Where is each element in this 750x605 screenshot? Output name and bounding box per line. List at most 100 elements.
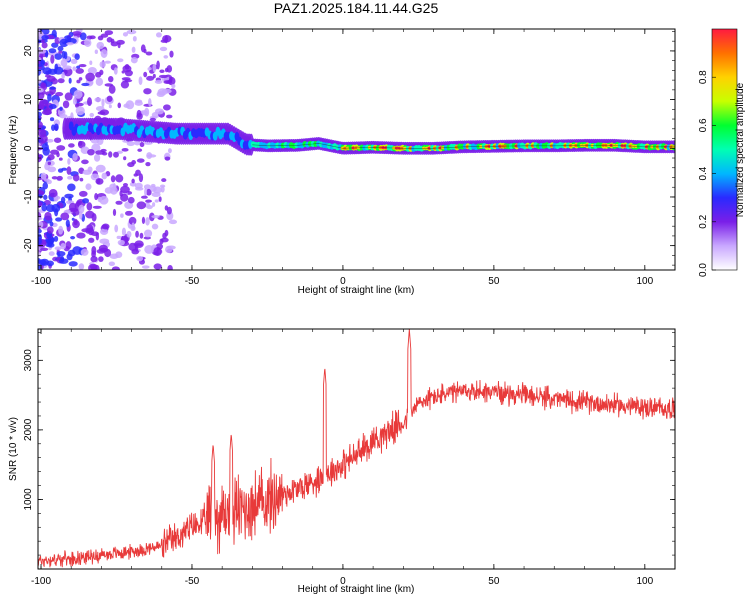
noise-blob xyxy=(38,221,44,228)
noise-blob xyxy=(89,35,96,40)
colorbar-frame xyxy=(711,28,738,271)
colorbar-tick-label: 0.6 xyxy=(698,118,709,132)
noise-blob xyxy=(159,238,164,245)
noise-blob xyxy=(122,32,129,37)
snr-frame xyxy=(37,328,676,570)
noise-blob xyxy=(53,235,59,242)
noise-blob xyxy=(154,199,159,203)
noise-blob xyxy=(161,178,167,183)
noise-blob xyxy=(137,148,143,152)
noise-blob xyxy=(46,260,54,267)
noise-blob xyxy=(154,108,164,115)
noise-blob xyxy=(115,251,123,258)
noise-blob xyxy=(163,80,173,85)
ridge-centre-line xyxy=(252,143,675,149)
spectrogram-y-tick-label: -10 xyxy=(23,189,34,204)
colorbar-label: Normalized spectral amplitude xyxy=(735,82,746,217)
noise-blob xyxy=(76,232,86,239)
noise-blob xyxy=(117,58,124,63)
noise-blob xyxy=(87,166,93,173)
noise-blob xyxy=(46,226,54,234)
noise-blob xyxy=(131,222,135,230)
snr-series-line xyxy=(38,329,675,568)
noise-blob xyxy=(124,79,133,83)
noise-blob xyxy=(138,173,144,183)
noise-blob xyxy=(70,58,78,64)
noise-blob xyxy=(124,64,130,70)
noise-blob xyxy=(61,50,66,59)
figure-title: PAZ1.2025.184.11.44.G25 xyxy=(274,0,439,16)
spectrogram-frame xyxy=(37,28,676,271)
noise-blob xyxy=(72,174,80,182)
noise-blob xyxy=(88,81,94,85)
snr-panel: -100 -50 0 50 100 1000 2000 3000 Height of str… xyxy=(8,328,676,595)
spectrogram-x-tick-label: -50 xyxy=(185,276,200,287)
noise-blob xyxy=(85,72,95,82)
noise-blob xyxy=(120,185,130,194)
noise-blob xyxy=(40,172,47,180)
noise-blob xyxy=(120,193,129,202)
noise-blob xyxy=(171,83,176,88)
noise-blob xyxy=(108,84,116,94)
noise-blob xyxy=(38,228,42,234)
noise-blob xyxy=(86,202,93,211)
noise-blob xyxy=(97,111,106,115)
noise-blob xyxy=(59,38,69,48)
noise-blob xyxy=(38,217,43,221)
noise-blob xyxy=(146,75,155,81)
noise-blob xyxy=(149,117,157,122)
noise-blob xyxy=(47,161,52,166)
noise-blob xyxy=(84,38,92,48)
noise-blob xyxy=(126,230,132,238)
noise-blob xyxy=(89,112,95,118)
noise-blob xyxy=(38,142,41,147)
noise-blob xyxy=(51,203,61,213)
noise-blob xyxy=(163,104,171,111)
noise-blob xyxy=(61,71,65,80)
noise-blob xyxy=(121,147,129,152)
noise-blob xyxy=(56,145,66,151)
noise-blob xyxy=(67,158,71,165)
noise-blob xyxy=(99,228,109,235)
noise-blob xyxy=(38,134,48,144)
colorbar-tick-label: 0.8 xyxy=(698,70,709,84)
snr-y-tick-label: 3000 xyxy=(23,349,34,372)
noise-blob xyxy=(75,68,84,74)
noise-blob xyxy=(104,30,114,36)
noise-blob xyxy=(38,259,47,266)
noise-blob xyxy=(144,229,153,238)
noise-blob xyxy=(117,102,122,109)
noise-blob xyxy=(126,141,135,147)
noise-blob xyxy=(116,39,125,45)
noise-blob xyxy=(128,216,137,225)
noise-blob xyxy=(81,82,90,87)
noise-blob xyxy=(145,51,153,56)
snr-y-tick-label: 2000 xyxy=(23,418,34,441)
noise-blob xyxy=(47,242,55,248)
noise-blob xyxy=(38,251,41,257)
noise-blob xyxy=(94,264,100,270)
noise-blob xyxy=(113,151,119,158)
noise-blob xyxy=(132,35,137,42)
noise-blob xyxy=(128,242,138,252)
noise-blob xyxy=(46,75,56,82)
noise-blob xyxy=(55,91,64,97)
noise-blob xyxy=(153,247,162,256)
noise-blob xyxy=(133,173,138,177)
noise-blob xyxy=(95,164,106,173)
noise-blob xyxy=(64,92,73,101)
colorbar-gradient xyxy=(712,29,737,270)
noise-blob xyxy=(58,258,69,264)
noise-blob xyxy=(88,237,95,243)
noise-blob xyxy=(72,66,77,71)
noise-blob xyxy=(123,156,127,161)
noise-blob xyxy=(160,39,168,43)
noise-blob xyxy=(40,82,47,89)
noise-blob xyxy=(53,137,62,143)
noise-blob xyxy=(95,77,104,86)
noise-blob xyxy=(134,100,143,106)
noise-blob xyxy=(72,97,77,105)
noise-blob xyxy=(130,56,138,64)
spectrogram-y-tick-label: 10 xyxy=(23,94,34,106)
